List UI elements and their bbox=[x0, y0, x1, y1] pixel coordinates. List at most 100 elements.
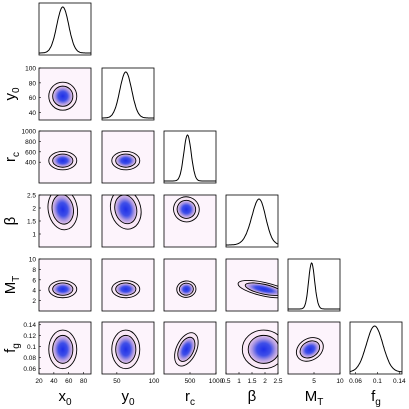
contour-inner bbox=[115, 153, 137, 168]
contour-inner bbox=[177, 336, 196, 362]
y-tick-label: 6 bbox=[32, 277, 36, 284]
contour-inner bbox=[115, 334, 137, 364]
joint-panel-frame bbox=[101, 321, 155, 375]
marginal-frame bbox=[163, 130, 217, 184]
marginal-curve-fg bbox=[349, 325, 402, 373]
joint-panel-MT-fg bbox=[287, 321, 341, 375]
marginal-frame bbox=[287, 258, 341, 312]
y-tick-label: 0.06 bbox=[23, 366, 36, 373]
marginal-curve-x0 bbox=[39, 6, 91, 54]
marginal-panel-fg bbox=[349, 321, 403, 375]
y-tick-label: 2 bbox=[32, 298, 36, 305]
x-tick-label: 60 bbox=[65, 378, 73, 385]
x-tick-label: 2.5 bbox=[273, 378, 282, 385]
x-tick-label: 2 bbox=[263, 378, 267, 385]
x-tick-label: 0.5 bbox=[221, 378, 230, 385]
joint-panel-rc-fg bbox=[163, 321, 217, 375]
joint-panel-frame bbox=[163, 194, 217, 248]
row-label-beta: β bbox=[2, 216, 19, 225]
y-tick-label: 400 bbox=[25, 160, 36, 167]
y-tick-label: 0.08 bbox=[23, 355, 36, 362]
contour-inner bbox=[52, 85, 74, 107]
joint-panel-frame bbox=[225, 258, 279, 312]
contour-inner bbox=[244, 282, 278, 296]
marginal-frame bbox=[225, 194, 279, 248]
contour-inner bbox=[247, 334, 278, 364]
y-tick-label: 2.5 bbox=[27, 193, 36, 200]
x-tick-label: 80 bbox=[80, 378, 88, 385]
marginal-panel-y0 bbox=[101, 67, 155, 121]
x-tick-label: 1.5 bbox=[247, 378, 256, 385]
x-tick-label: 0.1 bbox=[373, 378, 382, 385]
x-tick-label: 0.06 bbox=[349, 378, 362, 385]
y-tick-label: 1000 bbox=[22, 129, 37, 136]
joint-panel-x0-rc bbox=[38, 130, 92, 184]
x-tick-label: 100 bbox=[149, 378, 160, 385]
marginal-panel-MT bbox=[287, 258, 341, 312]
marginal-frame bbox=[101, 67, 155, 121]
joint-panel-x0-MT bbox=[38, 258, 92, 312]
marginal-frame bbox=[38, 2, 92, 56]
x-tick-label: 5 bbox=[312, 378, 316, 385]
y-tick-label: 0.14 bbox=[23, 322, 36, 329]
x-tick-label: 20 bbox=[35, 378, 43, 385]
row-label-y0: y0 bbox=[2, 87, 22, 101]
col-label-beta: β bbox=[248, 388, 257, 405]
col-label-x0: x0 bbox=[58, 388, 72, 408]
joint-panel-frame bbox=[101, 194, 155, 248]
x-tick-label: 40 bbox=[50, 378, 58, 385]
joint-panel-frame bbox=[163, 258, 217, 312]
y-tick-label: 1 bbox=[32, 232, 36, 239]
x-tick-label: 500 bbox=[185, 378, 196, 385]
joint-panel-y0-fg bbox=[101, 321, 155, 375]
y-tick-label: 0.1 bbox=[27, 344, 36, 351]
marginal-panel-rc bbox=[163, 130, 217, 184]
y-tick-label: 8 bbox=[32, 267, 36, 274]
contour-inner bbox=[52, 334, 74, 364]
joint-panel-beta-MT bbox=[225, 258, 279, 312]
contour-inner bbox=[52, 282, 74, 296]
contour-inner bbox=[115, 282, 137, 296]
joint-panel-y0-MT bbox=[101, 258, 155, 312]
marginal-panel-x0 bbox=[38, 2, 92, 56]
y-tick-label: 0.12 bbox=[23, 333, 36, 340]
y-tick-label: 80 bbox=[29, 80, 37, 87]
marginal-curve-beta bbox=[226, 198, 279, 246]
joint-panel-frame bbox=[101, 130, 155, 184]
contour-inner bbox=[176, 199, 197, 219]
y-tick-label: 600 bbox=[25, 149, 36, 156]
y-tick-label: 100 bbox=[25, 66, 36, 73]
x-tick-label: 50 bbox=[113, 378, 121, 385]
joint-panel-y0-rc bbox=[101, 130, 155, 184]
col-label-MT: MT bbox=[305, 388, 324, 408]
joint-panel-frame bbox=[101, 258, 155, 312]
joint-panel-rc-MT bbox=[163, 258, 217, 312]
x-tick-label: 10 bbox=[336, 378, 344, 385]
y-tick-label: 2 bbox=[32, 206, 36, 213]
x-tick-label: 1000 bbox=[209, 378, 224, 385]
joint-panel-x0-fg bbox=[38, 321, 92, 375]
contour-inner bbox=[51, 195, 74, 225]
joint-panel-frame bbox=[38, 258, 92, 312]
col-label-y0: y0 bbox=[121, 388, 135, 408]
contour-inner bbox=[52, 153, 74, 168]
y-tick-label: 60 bbox=[29, 95, 37, 102]
col-label-fg: fg bbox=[371, 388, 381, 408]
contour-inner bbox=[299, 340, 321, 359]
marginal-curve-y0 bbox=[102, 71, 154, 119]
y-tick-label: 800 bbox=[25, 139, 36, 146]
joint-panel-beta-fg bbox=[225, 321, 279, 375]
y-tick-label: 10 bbox=[29, 257, 37, 264]
joint-panel-rc-beta bbox=[163, 194, 217, 248]
col-label-rc: rc bbox=[185, 388, 195, 408]
y-tick-label: 40 bbox=[29, 110, 37, 117]
row-label-MT: MT bbox=[2, 276, 22, 295]
joint-panel-y0-beta bbox=[101, 194, 155, 248]
x-tick-label: 1 bbox=[237, 378, 241, 385]
joint-panel-frame bbox=[38, 130, 92, 184]
marginal-panel-beta bbox=[225, 194, 279, 248]
marginal-curve-rc bbox=[164, 134, 216, 182]
joint-panel-x0-y0 bbox=[38, 67, 92, 121]
y-tick-label: 4 bbox=[32, 288, 36, 295]
